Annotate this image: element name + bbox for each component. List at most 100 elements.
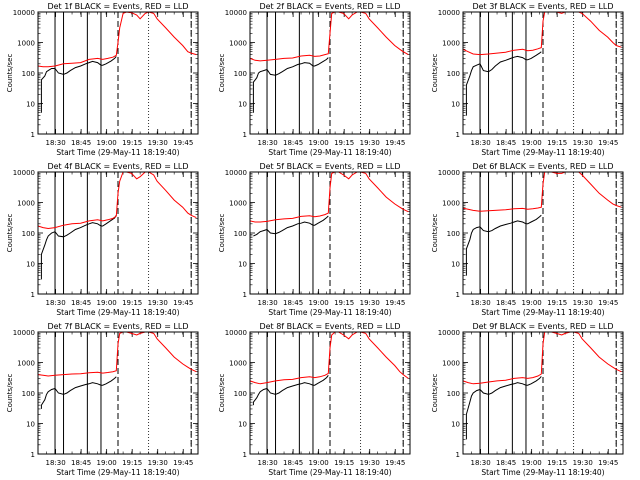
y-tick-label: 100 — [234, 390, 247, 398]
y-axis-label: Counts/sec — [6, 214, 14, 253]
x-tick-label: 18:30 — [257, 299, 277, 307]
chart-panel: Det 4f BLACK = Events, RED = LLD Counts/s… — [6, 162, 199, 317]
y-tick-label: 100 — [447, 390, 460, 398]
x-tick-label: 18:30 — [257, 459, 277, 467]
plot-frame — [37, 11, 199, 135]
chart-panel: Det 2f BLACK = Events, RED = LLD Counts/s… — [218, 2, 411, 157]
y-axis-label: Counts/sec — [431, 214, 439, 253]
x-tick-label: 19:15 — [122, 139, 142, 147]
lld-series-line — [249, 171, 409, 223]
x-tick-label: 18:30 — [470, 299, 490, 307]
y-tick-label: 10 — [238, 421, 247, 429]
y-tick-label: 10000 — [438, 329, 460, 337]
x-tick-label: 19:30 — [148, 299, 168, 307]
events-series-line — [40, 376, 117, 409]
x-tick-label: 18:45 — [496, 459, 516, 467]
y-tick-label: 100 — [22, 230, 35, 238]
chart-title: Det 8f BLACK = Events, RED = LLD — [259, 322, 400, 331]
x-tick-label: 18:45 — [71, 139, 91, 147]
chart-title: Det 1f BLACK = Events, RED = LLD — [47, 2, 188, 11]
events-series-line — [40, 56, 117, 113]
y-tick-label: 1 — [31, 131, 35, 139]
chart-panel: Det 5f BLACK = Events, RED = LLD Counts/s… — [218, 162, 411, 317]
x-axis-label: Start Time (29-May-11 18:19:40) — [481, 308, 604, 317]
x-tick-label: 18:45 — [71, 459, 91, 467]
y-tick-label: 1 — [456, 131, 460, 139]
x-tick-label: 19:30 — [360, 299, 380, 307]
x-tick-label: 19:15 — [122, 459, 142, 467]
lld-series-line — [462, 331, 622, 385]
x-tick-label: 19:00 — [522, 299, 542, 307]
y-axis-label: Counts/sec — [218, 54, 226, 93]
lld-series-line — [462, 171, 622, 212]
y-axis-label: Counts/sec — [218, 214, 226, 253]
x-tick-label: 19:00 — [97, 299, 117, 307]
x-tick-label: 19:45 — [173, 299, 193, 307]
y-tick-label: 10000 — [225, 329, 247, 337]
y-tick-label: 1 — [243, 291, 247, 299]
chart-panel: Det 6f BLACK = Events, RED = LLD Counts/s… — [431, 162, 624, 317]
y-tick-label: 1000 — [17, 360, 35, 368]
x-tick-label: 19:00 — [522, 139, 542, 147]
y-tick-label: 10 — [26, 421, 35, 429]
chart-title: Det 2f BLACK = Events, RED = LLD — [259, 2, 400, 11]
x-tick-label: 19:30 — [573, 139, 593, 147]
chart-panel: Det 1f BLACK = Events, RED = LLD Counts/s… — [6, 2, 199, 157]
y-tick-label: 100 — [447, 70, 460, 78]
x-axis-label: Start Time (29-May-11 18:19:40) — [56, 308, 179, 317]
y-tick-label: 100 — [234, 230, 247, 238]
plot-frame — [462, 331, 624, 455]
y-tick-label: 10000 — [438, 9, 460, 17]
chart-title: Det 4f BLACK = Events, RED = LLD — [47, 162, 188, 171]
x-tick-label: 19:45 — [598, 459, 618, 467]
x-tick-label: 19:00 — [522, 459, 542, 467]
chart-title: Det 9f BLACK = Events, RED = LLD — [472, 322, 613, 331]
x-tick-label: 19:15 — [547, 299, 567, 307]
y-tick-label: 100 — [234, 70, 247, 78]
chart-panel: Det 9f BLACK = Events, RED = LLD Counts/s… — [431, 322, 624, 477]
x-axis-label: Start Time (29-May-11 18:19:40) — [268, 468, 391, 477]
x-tick-label: 19:45 — [385, 459, 405, 467]
lld-series-line — [249, 11, 409, 62]
plot-frame — [37, 171, 199, 295]
y-tick-label: 10000 — [225, 9, 247, 17]
x-axis-label: Start Time (29-May-11 18:19:40) — [481, 468, 604, 477]
chart-title: Det 3f BLACK = Events, RED = LLD — [472, 2, 613, 11]
plot-frame — [249, 331, 411, 455]
chart-panel: Det 7f BLACK = Events, RED = LLD Counts/s… — [6, 322, 199, 477]
x-tick-label: 18:45 — [283, 139, 303, 147]
x-tick-label: 19:45 — [385, 139, 405, 147]
y-tick-label: 1 — [31, 291, 35, 299]
y-axis-label: Counts/sec — [431, 374, 439, 413]
y-tick-label: 10 — [26, 261, 35, 269]
x-tick-label: 19:15 — [334, 139, 354, 147]
y-tick-label: 10000 — [13, 329, 35, 337]
x-tick-label: 19:15 — [547, 139, 567, 147]
x-tick-label: 19:45 — [385, 299, 405, 307]
y-tick-label: 10 — [238, 101, 247, 109]
events-series-line — [253, 215, 329, 237]
x-tick-label: 19:00 — [97, 139, 117, 147]
x-tick-label: 19:30 — [148, 459, 168, 467]
chart-title: Det 5f BLACK = Events, RED = LLD — [259, 162, 400, 171]
x-tick-label: 19:15 — [334, 299, 354, 307]
x-tick-label: 19:30 — [573, 459, 593, 467]
x-axis-label: Start Time (29-May-11 18:19:40) — [268, 308, 391, 317]
chart-title: Det 7f BLACK = Events, RED = LLD — [47, 322, 188, 331]
y-tick-label: 10 — [451, 421, 460, 429]
plot-frame — [37, 331, 199, 455]
y-tick-label: 100 — [22, 390, 35, 398]
y-tick-label: 100 — [22, 70, 35, 78]
x-axis-label: Start Time (29-May-11 18:19:40) — [56, 468, 179, 477]
y-tick-label: 1 — [243, 131, 247, 139]
lld-series-line — [462, 11, 622, 56]
plot-frame — [249, 11, 411, 135]
lld-series-line — [37, 171, 197, 230]
y-axis-label: Counts/sec — [6, 54, 14, 93]
y-tick-label: 1 — [456, 451, 460, 459]
x-tick-label: 19:15 — [547, 459, 567, 467]
events-series-line — [40, 215, 117, 280]
x-tick-label: 19:45 — [173, 139, 193, 147]
y-tick-label: 10 — [26, 101, 35, 109]
